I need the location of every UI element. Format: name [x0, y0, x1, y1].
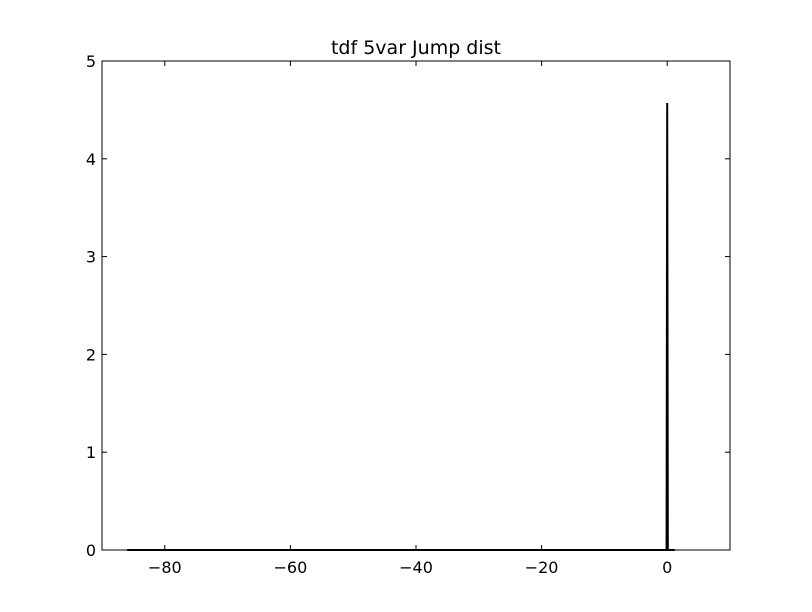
x-tick-label: −60	[274, 558, 308, 577]
x-tick-label: −20	[525, 558, 559, 577]
y-tick-label: 2	[86, 345, 96, 364]
y-tick-label: 0	[86, 541, 96, 560]
y-tick-label: 5	[86, 52, 96, 71]
chart-title: tdf 5var Jump dist	[331, 37, 501, 59]
x-tick-label: −80	[148, 558, 182, 577]
plot-area	[127, 103, 675, 551]
y-tick-label: 1	[86, 443, 96, 462]
y-tick-label: 3	[86, 248, 96, 267]
x-tick-label: −40	[399, 558, 433, 577]
series-line-0	[127, 103, 675, 551]
y-tick-label: 4	[86, 150, 96, 169]
x-tick-label: 0	[662, 558, 672, 577]
axis-ticks: −80 −60 −40 −20 0 0 1 2 3 4 5	[86, 52, 730, 577]
plot-frame	[101, 60, 731, 551]
